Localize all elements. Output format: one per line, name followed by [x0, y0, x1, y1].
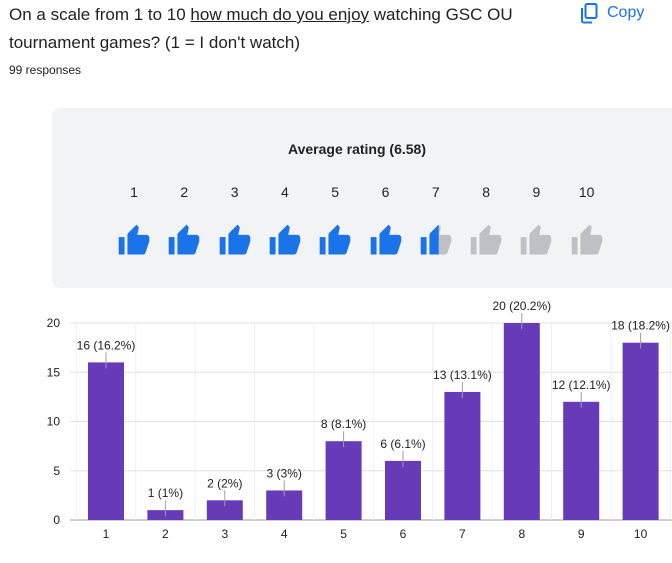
- thumbs-up-icon: [419, 224, 453, 256]
- thumbs-up-icon: [519, 224, 553, 256]
- data-label: 18 (18.2%): [611, 319, 670, 333]
- scale-number-6: 6: [381, 184, 390, 200]
- scale-number-7: 7: [431, 184, 440, 200]
- thumbs-up-icon: [570, 224, 604, 256]
- bar-8: [503, 323, 540, 520]
- x-tick-label: 3: [221, 527, 228, 541]
- x-tick-label: 6: [400, 527, 407, 541]
- data-label: 12 (12.1%): [552, 378, 611, 392]
- x-tick-label: 5: [340, 527, 347, 541]
- question-text-end: watching GSC OU tournament games? (1 = I…: [9, 5, 513, 52]
- thumbs-up-icon: [318, 224, 352, 256]
- scale-number-2: 2: [180, 184, 189, 200]
- scale-number-3: 3: [230, 184, 239, 200]
- x-tick-label: 4: [281, 527, 288, 541]
- thumbs-up-icon: [369, 224, 403, 256]
- scale-number-1: 1: [130, 184, 138, 200]
- data-label: 13 (13.1%): [433, 368, 492, 382]
- copy-button[interactable]: Copy: [580, 0, 644, 26]
- y-tick-label: 0: [53, 513, 60, 527]
- copy-icon: [580, 2, 598, 24]
- data-label: 1 (1%): [148, 486, 183, 500]
- data-label: 2 (2%): [207, 476, 242, 490]
- bar-1: [88, 362, 124, 520]
- x-tick-label: 7: [459, 527, 466, 541]
- response-count: 99 responses: [9, 63, 82, 77]
- question-title: On a scale from 1 to 10 how much do you …: [9, 1, 569, 57]
- scale-number-10: 10: [578, 184, 595, 200]
- y-tick-label: 10: [47, 415, 61, 429]
- thumbs-up-icon: [218, 224, 252, 256]
- thumbs-up-icon: [167, 224, 201, 256]
- y-tick-label: 20: [47, 316, 61, 330]
- data-label: 20 (20.2%): [492, 300, 551, 313]
- question-text-start: On a scale from 1 to 10: [9, 5, 191, 24]
- bar-5: [325, 441, 362, 520]
- bar-10: [622, 342, 659, 520]
- y-tick-label: 15: [47, 365, 61, 379]
- data-label: 8 (8.1%): [321, 417, 366, 431]
- data-label: 16 (16.2%): [77, 338, 136, 352]
- thumbs-up-icon: [469, 224, 503, 256]
- data-label: 6 (6.1%): [380, 437, 425, 451]
- x-tick-label: 1: [103, 527, 110, 541]
- rating-summary-card: [52, 108, 672, 288]
- x-tick-label: 10: [634, 527, 648, 541]
- copy-label: Copy: [607, 4, 645, 21]
- x-tick-label: 2: [162, 527, 169, 541]
- bar-3: [206, 500, 243, 520]
- scale-number-5: 5: [331, 184, 340, 200]
- bar-chart-svg: 0 5 10 15 20 16 (16.2%) 1 1 (1%) 2 2 (2%) 3 3 (3%) 4…: [47, 299, 672, 541]
- average-rating-label: Average rating (6.58): [288, 141, 426, 157]
- thumbs-up-icon: [268, 224, 302, 256]
- bar-6: [385, 460, 421, 520]
- x-tick-label: 9: [578, 527, 585, 541]
- data-label: 3 (3%): [267, 466, 302, 480]
- rating-distribution-chart: 0 5 10 15 20 16 (16.2%) 1 1 (1%) 2 2 (2%) 3 3 (3%) 4…: [0, 299, 672, 558]
- x-tick-label: 8: [518, 527, 525, 541]
- y-tick-label: 5: [53, 464, 60, 478]
- bar-7: [444, 391, 481, 520]
- question-text-underlined: how much do you enjoy: [190, 5, 370, 24]
- scale-number-8: 8: [482, 184, 490, 200]
- scale-number-9: 9: [532, 184, 541, 200]
- thumbs-up-icon: [117, 224, 151, 256]
- scale-number-4: 4: [280, 184, 289, 200]
- bar-9: [563, 401, 600, 520]
